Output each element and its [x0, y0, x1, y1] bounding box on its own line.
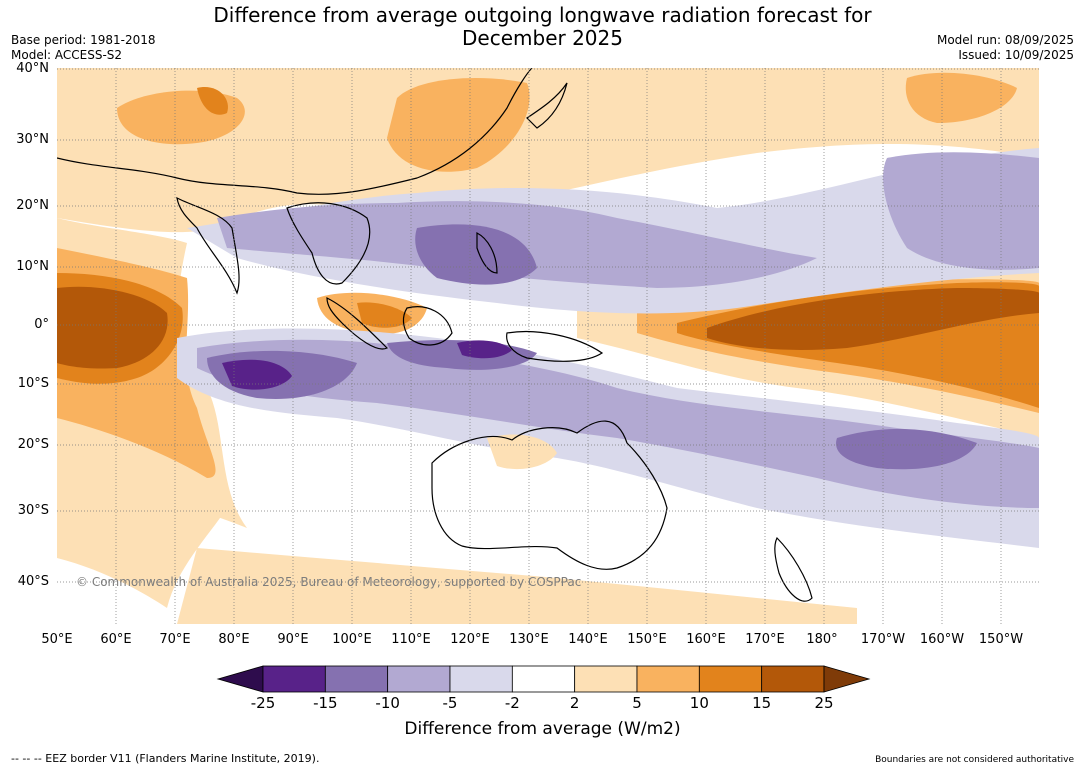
map-area [57, 68, 1039, 624]
map-svg [57, 68, 1039, 624]
lat-label: 30°S [17, 503, 49, 518]
coastlines [57, 68, 813, 602]
anomaly-indonesia-dark-purple [457, 340, 512, 359]
new-guinea-coast [506, 330, 604, 362]
lon-label: 170°E [745, 632, 785, 647]
colorbar-arrow-low [216, 665, 264, 693]
india-coast [176, 196, 240, 295]
lat-label: 30°N [16, 132, 49, 147]
colorbar-segment [449, 665, 513, 693]
colorbar-segment [387, 665, 451, 693]
lon-label: 160°E [686, 632, 726, 647]
japan-coast [526, 82, 568, 129]
issued-date: Issued: 10/09/2025 [958, 48, 1074, 62]
anomaly-south-light-orange [177, 548, 857, 624]
meta-right: Model run: 08/09/2025 Issued: 10/09/2025 [937, 33, 1074, 63]
lon-label: 80°E [218, 632, 250, 647]
colorbar-tick-label: -5 [442, 694, 458, 712]
lon-label: 90°E [277, 632, 309, 647]
colorbar-tick-label: -25 [250, 694, 276, 712]
boundaries-disclaimer: Boundaries are not considered authoritat… [875, 755, 1074, 765]
lon-label: 120°E [450, 632, 490, 647]
anomaly-southwest-light-orange [57, 448, 227, 608]
southeast-asia-coast [286, 202, 371, 285]
asia-coast [57, 68, 533, 195]
colorbar-segment [511, 665, 576, 693]
eez-border-note: -- -- -- EEZ border V11 (Flanders Marine… [11, 752, 320, 765]
lat-label: 10°N [16, 259, 49, 274]
anomaly-south-light-purple [197, 339, 1039, 508]
philippines-coast [476, 232, 498, 274]
anomaly-south-dark-purple [222, 359, 292, 390]
anomaly-north-dark-orange [197, 87, 228, 115]
lon-label: 150°W [978, 632, 1024, 647]
lat-label: 10°S [17, 376, 49, 391]
lon-label: 150°E [627, 632, 667, 647]
colorbar-tick-label: -15 [313, 694, 338, 712]
meta-left: Base period: 1981-2018 Model: ACCESS-S2 [11, 33, 156, 63]
lon-label: 170°W [860, 632, 906, 647]
colorbar-label: Difference from average (W/m2) [404, 719, 681, 739]
model-run: Model run: 08/09/2025 [936, 33, 1074, 47]
lon-label: 180° [806, 632, 838, 647]
lon-label: 110°E [391, 632, 431, 647]
map-title: Difference from average outgoing longwav… [0, 4, 1085, 50]
colorbar-tick-label: 25 [814, 694, 834, 712]
lon-label: 100°E [332, 632, 372, 647]
anomaly-north-orange-3 [905, 72, 1017, 123]
colorbar-segment [574, 665, 638, 693]
anomaly-southpacific-mid-purple [836, 428, 977, 470]
base-period: Base period: 1981-2018 [11, 33, 156, 47]
colorbar-tick-label: 5 [632, 694, 642, 712]
anomaly-australia-light-orange [487, 434, 557, 470]
anomaly-nepacific-light-purple [883, 152, 1039, 270]
lon-label: 140°E [568, 632, 608, 647]
lon-label: 130°E [509, 632, 549, 647]
lon-label: 160°W [919, 632, 965, 647]
lat-label: 40°N [16, 61, 49, 76]
sumatra-coast [326, 297, 389, 350]
new-zealand-coast [774, 536, 813, 602]
colorbar-tick-label: -2 [504, 694, 520, 712]
anomaly-west-brown [57, 286, 168, 369]
borneo-coast [402, 306, 453, 346]
lon-label: 70°E [159, 632, 191, 647]
colorbar-segment [262, 665, 326, 693]
lat-label: 0° [34, 317, 49, 332]
lon-label: 50°E [41, 632, 73, 647]
lon-label: 60°E [100, 632, 132, 647]
anomaly-north-mid-purple [415, 224, 537, 285]
anomaly-north-orange-1 [387, 78, 530, 172]
model-name: Model: ACCESS-S2 [11, 48, 123, 62]
anomaly-maritime-dark-orange [357, 302, 412, 328]
anomaly-north-light-orange [57, 68, 1039, 233]
copyright-notice: © Commonwealth of Australia 2025, Bureau… [76, 575, 582, 589]
colorbar-segment [698, 665, 763, 693]
colorbar-tick-label: 15 [752, 694, 772, 712]
colorbar-tick-label: 2 [569, 694, 580, 712]
title-line-1: Difference from average outgoing longwav… [213, 3, 872, 27]
title-line-2: December 2025 [462, 26, 623, 50]
anomaly-pacific-brown [707, 288, 1039, 350]
colorbar-tick-label: -10 [375, 694, 400, 712]
lat-label: 20°S [17, 437, 49, 452]
lat-label: 40°S [17, 574, 49, 589]
lat-label: 20°N [16, 198, 49, 213]
colorbar-segment [324, 665, 389, 693]
colorbar-tick-label: 10 [689, 694, 709, 712]
colorbar-segment [761, 665, 825, 693]
australia-coast [431, 420, 668, 570]
colorbar-segment [636, 665, 700, 693]
colorbar-arrow-high [823, 665, 871, 693]
